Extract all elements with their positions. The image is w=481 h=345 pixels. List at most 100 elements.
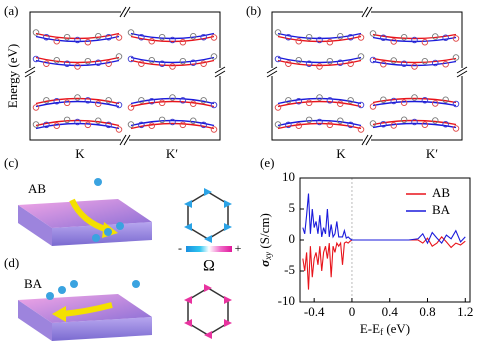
band-point <box>148 57 155 64</box>
slab-c <box>18 178 152 246</box>
x-axis-label-part: f <box>380 327 383 337</box>
band-curve <box>372 119 457 126</box>
band-point <box>337 100 344 107</box>
colorbar-min: - <box>178 241 182 255</box>
band-point <box>421 96 429 104</box>
band-point <box>169 94 176 101</box>
band-point <box>179 57 187 65</box>
y-tick-label: 5 <box>289 200 296 215</box>
band-curve <box>35 100 120 108</box>
band-point <box>127 29 135 36</box>
band-point <box>380 61 387 68</box>
band-point <box>169 36 176 44</box>
band-point <box>63 99 71 107</box>
band-point <box>357 53 365 60</box>
axis-break <box>456 70 468 78</box>
band-point <box>115 34 123 41</box>
band-point <box>84 121 92 129</box>
y-axis-label: Energy (eV) <box>5 44 20 108</box>
axis-break <box>214 70 226 78</box>
band-point <box>421 58 429 65</box>
x-tick-label: -0.4 <box>304 304 325 319</box>
band-point <box>84 97 92 104</box>
band-point <box>74 94 81 101</box>
legend-label: BA <box>432 202 451 217</box>
stacking-label: AB <box>28 181 46 196</box>
band-point <box>200 121 207 129</box>
axis-break <box>26 68 34 76</box>
band-point <box>74 118 81 126</box>
band-point <box>432 59 439 67</box>
band-point <box>337 33 344 40</box>
band-point <box>411 36 418 44</box>
band-point <box>400 99 408 106</box>
band-point <box>94 59 102 67</box>
axis-break <box>365 6 373 18</box>
band-point <box>305 116 313 124</box>
axis-break <box>24 66 36 74</box>
stacking-label: BA <box>24 276 43 291</box>
band-point <box>53 122 61 129</box>
band-point <box>210 53 218 60</box>
band-point <box>369 103 377 110</box>
band-point <box>432 100 439 107</box>
band-point <box>411 63 418 70</box>
band-point <box>84 57 92 65</box>
band-point <box>326 57 334 65</box>
berry-markers <box>184 188 232 243</box>
y-tick-label: -10 <box>278 293 295 308</box>
band-point <box>337 117 344 124</box>
band-point <box>316 94 323 101</box>
band-point <box>442 61 449 68</box>
band-point <box>115 101 123 109</box>
band-point <box>285 121 292 129</box>
series-line <box>302 236 466 290</box>
band-point <box>442 120 449 128</box>
band-point <box>158 33 166 41</box>
band-point <box>189 33 197 40</box>
band-point <box>200 33 207 41</box>
band-point <box>127 104 135 111</box>
axis-break <box>121 8 129 16</box>
frame <box>29 11 221 141</box>
band-point <box>63 116 71 124</box>
band-point <box>274 29 282 36</box>
hexagon-top <box>187 191 229 240</box>
axis-break <box>365 134 373 146</box>
band-curve <box>372 100 457 107</box>
band-point <box>274 121 282 128</box>
band-point <box>43 121 50 129</box>
band-point <box>347 33 354 41</box>
x-axis-label-part: E-E <box>360 321 380 336</box>
band-point <box>32 121 40 128</box>
band-point <box>53 38 61 45</box>
axis-break <box>121 136 129 144</box>
band-point <box>158 60 166 67</box>
x-tick-label: 0.4 <box>382 304 399 319</box>
axis-break <box>363 8 371 16</box>
axis-break <box>456 66 468 74</box>
band-point <box>316 118 323 126</box>
band-point <box>442 96 449 103</box>
axis-break <box>361 134 369 146</box>
band-point <box>138 97 145 104</box>
band-point <box>305 99 313 107</box>
band-point <box>452 100 460 108</box>
x-tick-label: 0.8 <box>419 304 435 319</box>
band-point <box>43 60 50 67</box>
band-point <box>390 38 398 45</box>
band-curve <box>130 56 215 64</box>
band-curve <box>372 60 457 67</box>
band-point <box>295 57 303 64</box>
band-point <box>105 97 112 104</box>
band-point <box>347 60 354 67</box>
plot-frame <box>299 177 471 303</box>
axis-break <box>458 68 466 76</box>
band-point <box>94 100 102 107</box>
x-tick-label: K′ <box>166 146 178 161</box>
band-point <box>105 33 112 41</box>
band-point <box>189 100 197 107</box>
x-tick-label: 1.2 <box>457 304 473 319</box>
band-curve <box>35 35 120 43</box>
